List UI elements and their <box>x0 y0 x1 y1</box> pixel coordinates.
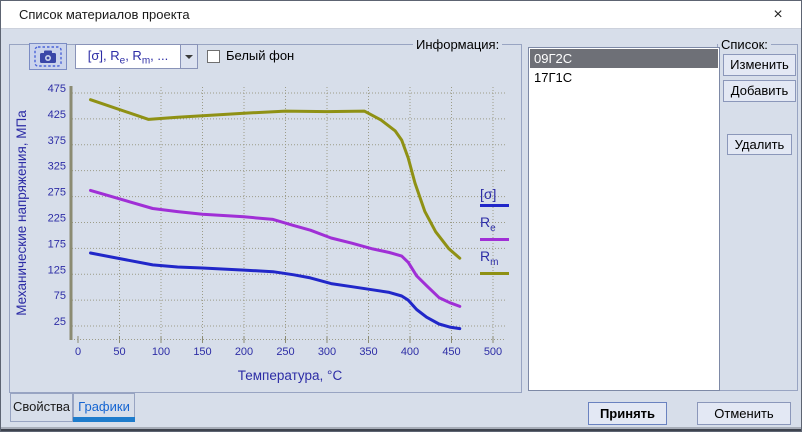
svg-text:475: 475 <box>48 83 66 95</box>
legend-label-rm: Rm <box>480 247 499 268</box>
svg-text:425: 425 <box>48 109 66 121</box>
legend-line-rm <box>480 271 509 275</box>
svg-text:0: 0 <box>75 346 81 358</box>
delete-button[interactable]: Удалить <box>727 134 792 155</box>
svg-text:350: 350 <box>359 346 377 358</box>
svg-text:150: 150 <box>193 346 211 358</box>
dropdown-arrow-button[interactable] <box>180 45 197 68</box>
list-group-label: Список: <box>718 37 771 52</box>
window-edge-dark <box>1 429 801 431</box>
camera-icon <box>34 46 62 67</box>
close-icon[interactable]: × <box>773 6 783 23</box>
curves-dropdown[interactable]: [σ], Re, Rm, ... <box>75 44 198 69</box>
edit-button[interactable]: Изменить <box>723 54 796 76</box>
screenshot-button[interactable] <box>29 43 67 70</box>
svg-text:75: 75 <box>54 290 66 302</box>
svg-text:25: 25 <box>54 316 66 328</box>
svg-text:125: 125 <box>48 264 66 276</box>
svg-text:100: 100 <box>152 346 170 358</box>
svg-text:300: 300 <box>318 346 336 358</box>
legend-label-sigma: [σ] <box>480 186 497 202</box>
dialog-title: Список материалов проекта <box>19 7 190 22</box>
legend-item-re: Re <box>480 215 509 241</box>
svg-text:450: 450 <box>442 346 460 358</box>
svg-text:275: 275 <box>48 187 66 199</box>
accept-button[interactable]: Принять <box>588 402 667 425</box>
legend-item-rm: Rm <box>480 247 509 275</box>
svg-text:375: 375 <box>48 135 66 147</box>
svg-text:Механические напряжения, МПа: Механические напряжения, МПа <box>14 110 29 316</box>
curves-dropdown-value: [σ], Re, Rm, ... <box>87 48 169 67</box>
list-item[interactable]: 17Г1С <box>534 70 573 85</box>
list-item[interactable]: 09Г2С <box>530 49 718 68</box>
svg-text:400: 400 <box>401 346 419 358</box>
chart-legend: [σ] Re Rm <box>480 187 509 283</box>
legend-line-re <box>480 237 509 241</box>
info-groupbox <box>9 44 522 393</box>
window-edge-light <box>1 427 801 429</box>
svg-text:500: 500 <box>484 346 502 358</box>
tab-properties[interactable]: Свойства <box>10 393 73 422</box>
svg-text:175: 175 <box>48 238 66 250</box>
active-tab-indicator <box>73 417 135 422</box>
svg-text:Температура, °C: Температура, °C <box>238 368 343 383</box>
legend-label-re: Re <box>480 214 496 234</box>
add-button[interactable]: Добавить <box>723 80 796 102</box>
svg-text:225: 225 <box>48 212 66 224</box>
cancel-button[interactable]: Отменить <box>697 402 791 425</box>
title-bar: Список материалов проекта × <box>1 1 801 29</box>
materials-chart: 25 75 125 175 225 275 325 375 425 475 0 50 100 150 200… <box>14 83 506 383</box>
svg-text:50: 50 <box>113 346 125 358</box>
svg-text:250: 250 <box>276 346 294 358</box>
svg-text:325: 325 <box>48 161 66 173</box>
info-group-label: Информация: <box>413 37 503 52</box>
white-background-label: Белый фон <box>226 48 295 63</box>
legend-item-sigma: [σ] <box>480 187 509 207</box>
white-background-checkbox[interactable] <box>207 50 220 63</box>
chevron-down-icon <box>185 55 193 63</box>
materials-listbox[interactable]: 09Г2С 17Г1С <box>528 47 720 391</box>
legend-line-sigma <box>480 204 509 207</box>
svg-text:200: 200 <box>235 346 253 358</box>
